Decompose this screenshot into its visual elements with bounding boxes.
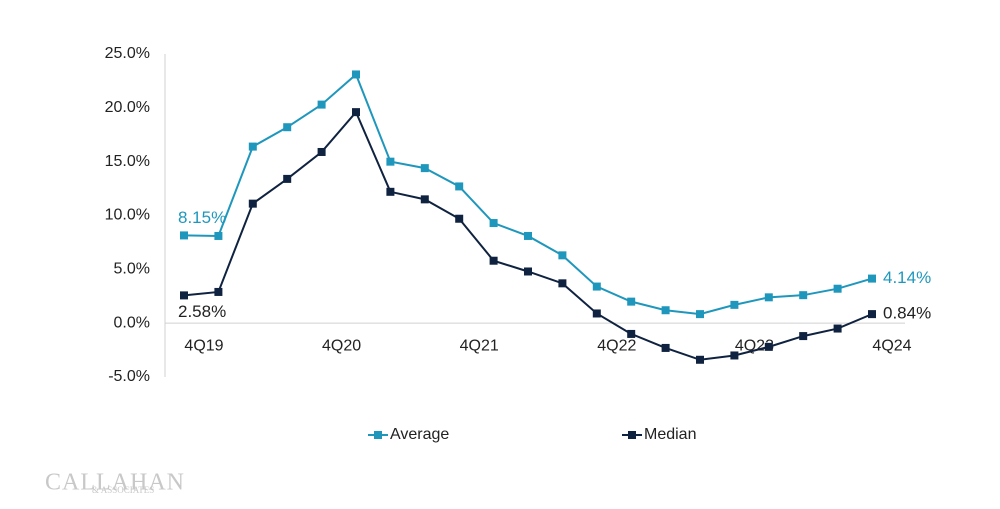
data-point xyxy=(489,219,498,228)
data-point xyxy=(799,291,808,300)
data-point xyxy=(524,231,532,240)
data-point xyxy=(214,231,223,240)
y-tick-label: 25.0% xyxy=(105,45,150,62)
data-point xyxy=(730,351,739,360)
data-point xyxy=(730,300,739,309)
legend-label: Median xyxy=(644,426,696,443)
legend-label: Average xyxy=(390,426,449,443)
x-tick-label: 4Q23 xyxy=(735,337,774,354)
y-tick-label: 20.0% xyxy=(105,99,150,116)
data-point xyxy=(248,199,257,208)
data-point xyxy=(764,293,773,302)
data-point xyxy=(420,164,429,173)
data-point xyxy=(317,147,326,156)
data-point xyxy=(420,195,429,204)
x-tick-label: 4Q19 xyxy=(184,337,223,354)
legend-marker xyxy=(374,431,382,439)
y-tick-label: 15.0% xyxy=(105,153,150,170)
data-point xyxy=(833,284,842,293)
data-point xyxy=(180,231,188,240)
data-point xyxy=(317,100,326,109)
data-point xyxy=(455,214,464,223)
data-label: 0.84% xyxy=(883,304,931,323)
data-point xyxy=(696,355,704,364)
data-point xyxy=(627,297,636,306)
data-point xyxy=(489,256,498,265)
x-tick-label: 4Q21 xyxy=(460,337,499,354)
y-tick-label: 0.0% xyxy=(114,314,150,331)
series-line xyxy=(183,72,873,316)
data-point xyxy=(592,282,601,291)
data-label: 2.58% xyxy=(178,302,226,321)
data-point xyxy=(180,291,188,300)
x-tick-label: 4Q24 xyxy=(872,337,911,354)
y-tick-label: -5.0% xyxy=(108,368,150,385)
logo: CALLAHAN xyxy=(45,470,185,496)
data-point xyxy=(283,174,292,183)
data-point xyxy=(868,310,876,319)
data-point xyxy=(592,309,601,318)
data-point xyxy=(386,157,395,166)
y-tick-label: 10.0% xyxy=(105,207,150,224)
data-point xyxy=(627,329,636,338)
data-label: 8.15% xyxy=(178,208,226,227)
data-point xyxy=(524,267,532,276)
data-point xyxy=(764,342,773,351)
logo-sub: & ASSOCIATES xyxy=(92,485,154,495)
data-label: 4.14% xyxy=(883,268,931,287)
data-point xyxy=(696,310,704,319)
data-point xyxy=(558,251,567,260)
data-point xyxy=(558,279,567,288)
data-point xyxy=(661,306,670,315)
legend-marker xyxy=(628,431,636,439)
data-point xyxy=(386,187,395,196)
data-point xyxy=(833,324,842,333)
x-tick-label: 4Q22 xyxy=(597,337,636,354)
data-point xyxy=(799,332,808,341)
data-point xyxy=(248,142,257,151)
y-tick-label: 5.0% xyxy=(114,261,150,278)
x-tick-label: 4Q20 xyxy=(322,337,361,354)
data-point xyxy=(352,108,360,117)
data-point xyxy=(283,123,292,132)
data-point xyxy=(661,343,670,352)
data-point xyxy=(455,182,464,191)
data-point xyxy=(868,274,876,283)
data-point xyxy=(352,70,360,79)
data-point xyxy=(214,287,223,296)
